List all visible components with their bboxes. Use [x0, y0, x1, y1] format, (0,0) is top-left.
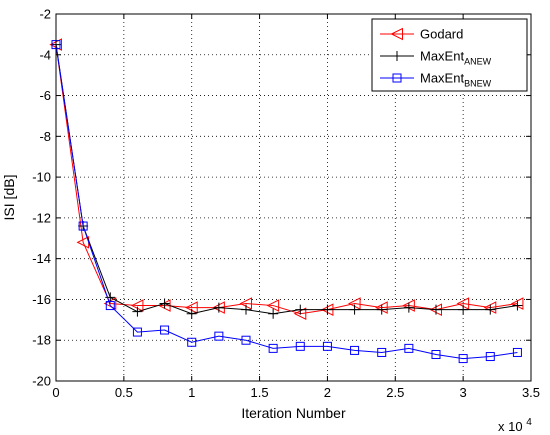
legend-marker	[392, 73, 402, 83]
x-tick-label: 0	[52, 385, 59, 400]
x-tick-label: 2	[324, 385, 331, 400]
data-point	[349, 304, 360, 315]
data-point	[268, 308, 279, 319]
tick-labels: 0 0.5 1 1.5 2 2.5 3 3.5 -20 -18 -16 -14 -12 -10 -8 -6 -4…	[32, 7, 540, 401]
data-point	[458, 304, 469, 315]
data-point	[377, 347, 387, 357]
data-point	[213, 302, 224, 313]
legend-marker	[390, 27, 403, 41]
data-point	[159, 298, 170, 309]
data-point	[458, 354, 468, 364]
y-axis-label: ISI [dB]	[1, 175, 17, 221]
data-point	[78, 221, 88, 231]
legend-item: MaxEntANEW	[380, 49, 492, 67]
data-point	[322, 304, 333, 315]
legend-label-name: MaxEnt	[420, 71, 464, 86]
legend-label: MaxEntANEW	[420, 49, 492, 67]
data-point	[322, 341, 332, 351]
legend-label-name: Godard	[420, 27, 463, 42]
data-point	[187, 337, 197, 347]
legend-label-name: MaxEnt	[420, 49, 464, 64]
series-layer	[49, 38, 524, 364]
data-point	[132, 327, 142, 337]
data-point	[485, 304, 496, 315]
legend-label-subscript: BNEW	[464, 79, 492, 89]
data-point	[241, 335, 251, 345]
data-point	[431, 349, 441, 359]
y-tick-label: -14	[32, 251, 51, 266]
legend-item: Godard	[380, 27, 463, 42]
data-point	[105, 301, 115, 311]
data-point	[268, 343, 278, 353]
legend-marker	[392, 51, 402, 61]
x-tick-label: 0.5	[115, 385, 133, 400]
plot-frame	[55, 13, 532, 382]
x-tick-label: 2.5	[386, 385, 404, 400]
legend-item: MaxEntBNEW	[380, 71, 492, 89]
legend-label-subscript: ANEW	[464, 57, 492, 67]
legend-label: MaxEntBNEW	[420, 71, 492, 89]
data-point	[404, 343, 414, 353]
y-tick-label: -8	[39, 129, 51, 144]
data-point	[295, 304, 306, 315]
data-point	[132, 306, 143, 317]
data-point	[403, 302, 414, 313]
y-tick-label: -16	[32, 292, 51, 307]
data-point	[512, 347, 522, 357]
x-tick-label: 1	[188, 385, 195, 400]
legend-label: Godard	[420, 27, 463, 42]
data-point	[214, 331, 224, 341]
series-maxent-bnew	[51, 40, 522, 364]
y-tick-label: -2	[39, 7, 51, 22]
x-tick-label: 3.5	[522, 385, 540, 400]
x-tick-label: 3	[460, 385, 467, 400]
x-axis-label: Iteration Number	[241, 405, 346, 421]
data-point	[160, 325, 170, 335]
y-tick-label: -20	[32, 374, 51, 389]
data-point	[241, 304, 251, 315]
data-point	[512, 300, 523, 311]
x-multiplier-exponent: 4	[526, 417, 532, 428]
y-tick-label: -10	[32, 170, 51, 185]
data-point	[376, 304, 387, 315]
y-tick-label: -18	[32, 333, 51, 348]
x-tick-label: 1.5	[251, 385, 269, 400]
data-point	[485, 352, 495, 362]
data-point	[266, 299, 280, 312]
y-tick-label: -12	[32, 210, 51, 225]
y-tick-label: -6	[39, 88, 51, 103]
x-multiplier-base: x 10	[498, 419, 523, 434]
data-point	[105, 292, 116, 303]
data-point	[431, 304, 441, 315]
x-multiplier: x 10 4	[498, 417, 532, 434]
data-point	[295, 341, 305, 351]
data-point	[186, 308, 197, 319]
series-line	[55, 44, 518, 360]
series-godard	[49, 38, 524, 321]
y-tick-label: -4	[39, 47, 51, 62]
data-point	[350, 345, 360, 355]
